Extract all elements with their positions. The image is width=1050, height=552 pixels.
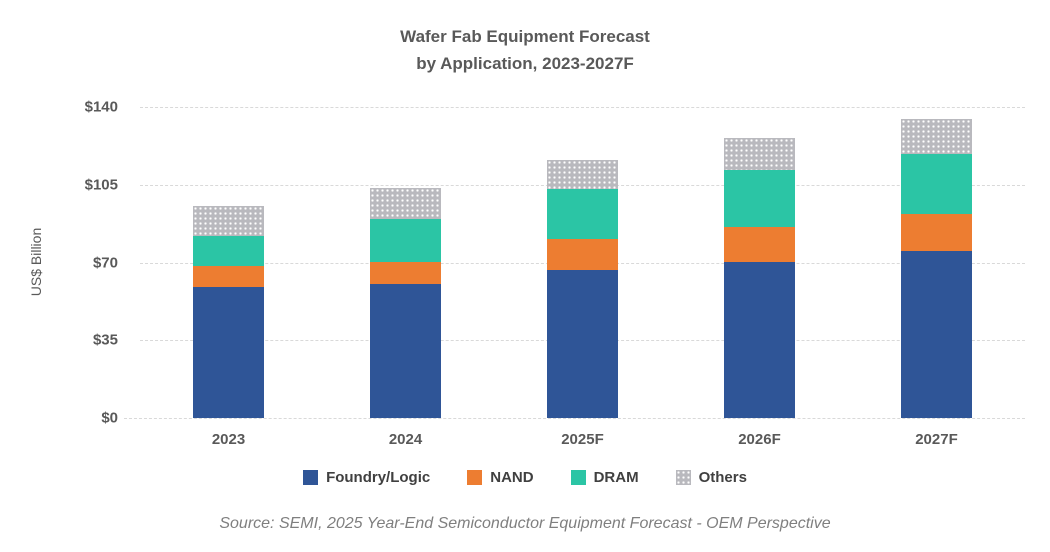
y-tick-label: $140: [84, 98, 118, 116]
bar-segment-2025F-dram: [547, 189, 618, 240]
bar-segment-2027F-foundry-logic: [901, 251, 972, 418]
bar-segment-2027F-nand: [901, 213, 972, 252]
bar-segment-2024-others: [370, 188, 441, 220]
bar-segment-2025F-nand: [547, 239, 618, 271]
bar-2027F: [901, 119, 972, 418]
legend-item-foundry-logic: Foundry/Logic: [303, 469, 430, 486]
gridline-140: [140, 107, 1025, 108]
bar-segment-2024-dram: [370, 219, 441, 263]
bar-segment-2024-foundry-logic: [370, 283, 441, 418]
legend-item-nand: NAND: [467, 469, 534, 486]
bar-segment-2024-nand: [370, 262, 441, 284]
bar-segment-2026F-foundry-logic: [724, 262, 795, 418]
chart-title-line1: Wafer Fab Equipment Forecast: [400, 27, 650, 46]
bar-2024: [370, 188, 441, 418]
bar-segment-2027F-others: [901, 119, 972, 154]
y-tick-label: $105: [84, 176, 118, 194]
bar-2026F: [724, 138, 795, 418]
legend-swatch-icon: [303, 470, 319, 485]
bar-segment-2023-foundry-logic: [193, 286, 264, 418]
bar-segment-2023-nand: [193, 265, 264, 287]
legend-swatch-icon: [570, 470, 586, 485]
chart-title: Wafer Fab Equipment Forecast by Applicat…: [0, 23, 1050, 77]
y-tick-label: $0: [101, 409, 118, 427]
gridline-0: [124, 418, 1025, 419]
legend-label: Foundry/Logic: [326, 469, 431, 486]
legend-label: Others: [698, 469, 747, 486]
source-note: Source: SEMI, 2025 Year-End Semiconducto…: [219, 515, 831, 532]
bar-segment-2023-dram: [193, 235, 264, 266]
bar-2023: [193, 205, 264, 418]
bar-segment-2027F-dram: [901, 153, 972, 214]
bar-segment-2025F-others: [547, 160, 618, 190]
legend-item-dram: DRAM: [570, 469, 639, 486]
bar-segment-2026F-others: [724, 138, 795, 171]
x-tick-label-2025F: 2025F: [561, 431, 604, 448]
x-tick-label-2024: 2024: [388, 431, 423, 448]
legend-swatch-icon: [675, 470, 691, 485]
y-tick-label: $35: [92, 331, 118, 349]
x-tick-label-2027F: 2027F: [915, 431, 958, 448]
bar-segment-2026F-dram: [724, 170, 795, 227]
bar-segment-2025F-foundry-logic: [547, 270, 618, 418]
legend-label: DRAM: [593, 469, 639, 486]
x-tick-label-2026F: 2026F: [738, 431, 781, 448]
x-tick-label-2023: 2023: [211, 431, 246, 448]
bar-segment-2026F-nand: [724, 226, 795, 263]
chart-title-line2: by Application, 2023-2027F: [416, 54, 634, 73]
y-tick-label: $70: [92, 254, 118, 271]
legend-item-others: Others: [675, 469, 747, 486]
legend-label: NAND: [490, 469, 534, 486]
bar-segment-2023-others: [193, 205, 264, 236]
legend-swatch-icon: [467, 470, 483, 485]
bar-2025F: [547, 160, 618, 418]
legend: Foundry/Logic NAND DRAM Others: [0, 469, 1050, 486]
